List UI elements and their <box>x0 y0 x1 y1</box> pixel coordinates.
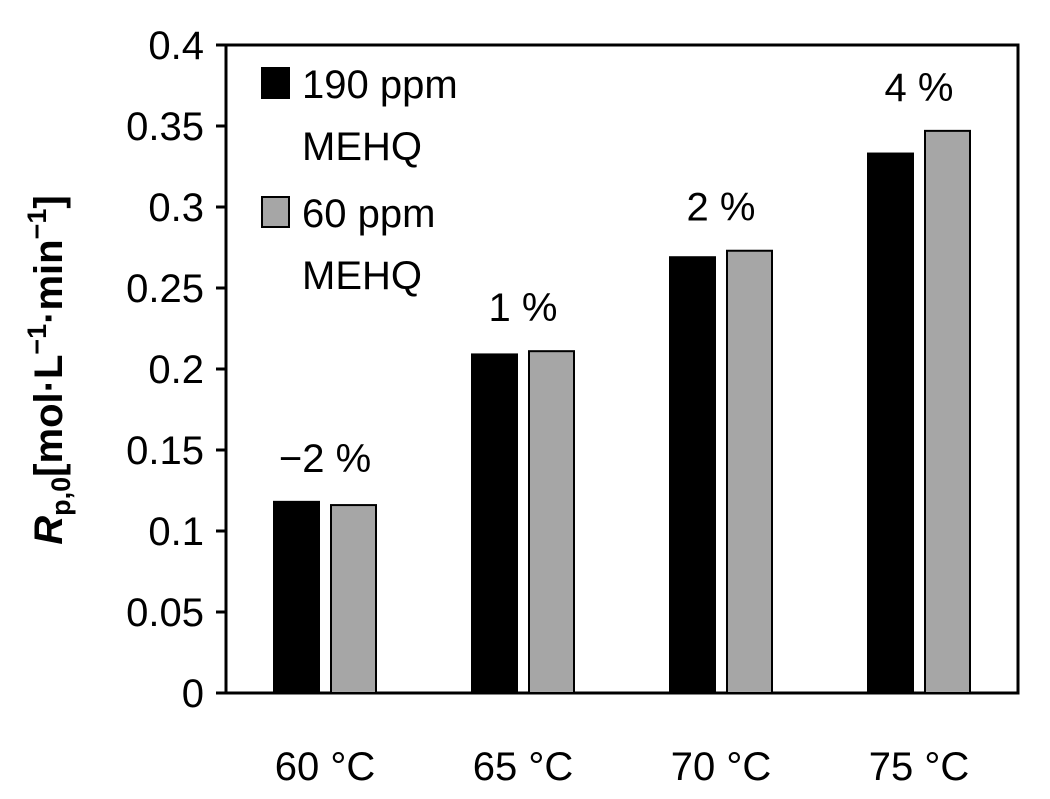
y-label-unit-2: ·min <box>27 239 71 323</box>
y-label-var: R <box>27 516 71 545</box>
y-tick-label: 0 <box>182 672 204 716</box>
percent-annotation: 2 % <box>687 186 756 230</box>
legend-label-60ppm-line2: MEHQ <box>302 254 422 298</box>
y-label-sup-1: −1 <box>22 324 52 355</box>
y-tick-label: 0.25 <box>126 267 204 311</box>
legend-label-190ppm-line1: 190 ppm <box>302 63 458 107</box>
legend-swatch-60ppm <box>261 196 290 228</box>
percent-annotation: 4 % <box>885 66 954 110</box>
x-axis-labels: 60 °C 65 °C 70 °C 75 °C <box>275 745 970 789</box>
bar-190ppm-0 <box>273 500 320 694</box>
legend-label-190ppm-line2: MEHQ <box>302 125 422 169</box>
y-label-sub: p,0 <box>46 477 76 516</box>
y-tick-label: 0.05 <box>126 591 204 635</box>
bars <box>273 129 971 695</box>
bar-190ppm-2 <box>669 256 716 694</box>
percent-annotation: 1 % <box>489 286 558 330</box>
x-category-label: 60 °C <box>275 745 376 789</box>
legend-label-60ppm-line1: 60 ppm <box>302 192 435 236</box>
y-axis-ticks: 0 0.05 0.1 0.15 0.2 0.25 0.3 0.35 0.4 <box>126 24 226 716</box>
y-tick-label: 0.4 <box>148 24 204 68</box>
x-category-label: 75 °C <box>869 745 970 789</box>
bar-190ppm-1 <box>471 353 518 694</box>
bar-60ppm-1 <box>528 350 575 694</box>
y-label-sup-2: −1 <box>22 209 52 240</box>
y-label-unit-1: [mol·L <box>27 355 71 477</box>
legend-swatch-190ppm <box>261 67 290 99</box>
annotations: −2 % 1 % 2 % 4 % <box>279 66 954 481</box>
bar-60ppm-0 <box>330 504 377 694</box>
y-tick-label: 0.15 <box>126 429 204 473</box>
x-category-label: 65 °C <box>473 745 574 789</box>
legend: 190 ppm MEHQ 60 ppm MEHQ <box>261 63 458 298</box>
y-tick-label: 0.1 <box>148 510 204 554</box>
y-axis-label: Rp,0[mol·L−1·min−1] <box>22 195 76 544</box>
y-label-unit-3: ] <box>27 195 71 208</box>
y-tick-label: 0.2 <box>148 348 204 392</box>
y-tick-label: 0.35 <box>126 105 204 149</box>
bar-190ppm-3 <box>867 152 914 695</box>
bar-60ppm-3 <box>924 129 971 695</box>
percent-annotation: −2 % <box>279 437 371 481</box>
x-category-label: 70 °C <box>671 745 772 789</box>
y-tick-label: 0.3 <box>148 186 204 230</box>
bar-60ppm-2 <box>726 249 773 695</box>
